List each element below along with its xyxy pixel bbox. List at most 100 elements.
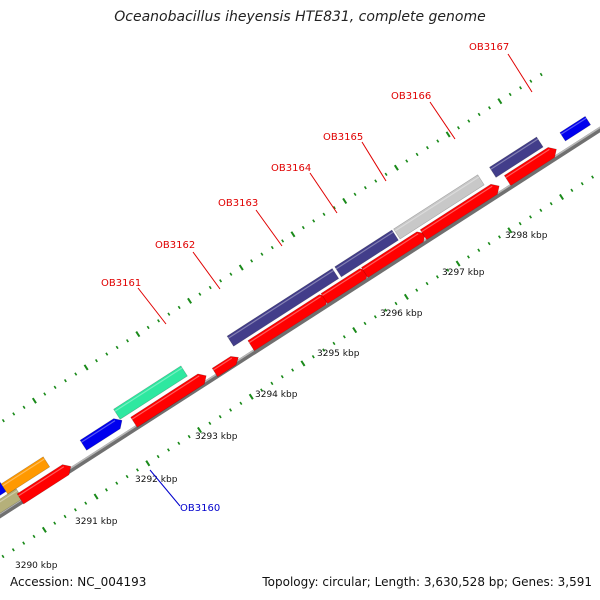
genome-backbone: [0, 126, 600, 519]
tick-mark: [94, 359, 98, 363]
feature-highlight: [18, 466, 65, 497]
tick-mark: [12, 412, 16, 416]
tick-mark: [405, 159, 409, 163]
tick-mark: [32, 534, 36, 539]
tick-mark: [250, 259, 254, 263]
gene-label-ob3161[interactable]: OB3161: [101, 278, 141, 289]
tick-mark: [559, 193, 565, 201]
feature-highlight: [131, 375, 200, 420]
gene-label-ob3163[interactable]: OB3163: [218, 198, 258, 209]
tick-mark: [518, 221, 522, 226]
tick-mark: [332, 341, 336, 346]
feature-arrow: [360, 231, 426, 279]
feature-arrow: [16, 464, 72, 505]
tick-mark: [332, 205, 336, 210]
tick-mark: [93, 493, 99, 500]
tick-mark: [126, 339, 129, 343]
kbp-label: 3293 kbp: [195, 432, 238, 442]
label-leader-lines: [137, 53, 533, 507]
gene-label-ob3167[interactable]: OB3167: [469, 42, 509, 53]
tick-mark: [115, 481, 119, 485]
tick-mark: [104, 488, 108, 492]
tick-mark: [187, 297, 193, 304]
feature-bar: [489, 136, 544, 178]
tick-mark: [342, 335, 346, 339]
kbp-ticks: [1, 175, 595, 559]
feature-highlight: [490, 138, 539, 170]
tick-mark: [425, 281, 429, 286]
tick-mark: [11, 548, 15, 552]
tick-mark: [73, 508, 77, 512]
tick-mark: [436, 139, 440, 143]
gene-label-ob3166[interactable]: OB3166: [391, 91, 431, 102]
tick-mark: [393, 164, 399, 171]
tick-mark: [374, 179, 378, 183]
tick-mark: [477, 112, 481, 117]
leader-line-ob3161: [137, 287, 167, 325]
feature-bar: [334, 229, 399, 278]
tick-mark: [146, 325, 150, 330]
leader-line-ob3162: [192, 251, 221, 290]
tick-mark: [198, 292, 202, 296]
kbp-label: 3298 kbp: [505, 231, 548, 241]
feature-bar: [0, 481, 7, 496]
feature-bar: [559, 115, 592, 142]
tick-mark: [74, 372, 78, 376]
tick-mark: [455, 260, 461, 267]
tick-mark: [488, 106, 491, 110]
feature-bar: [113, 365, 188, 420]
tick-mark: [445, 131, 451, 138]
tick-mark: [31, 397, 37, 404]
tick-mark: [63, 514, 67, 519]
tick-mark: [238, 264, 244, 271]
feature-highlight: [394, 176, 480, 232]
tick-mark: [539, 208, 543, 213]
feature-highlight: [114, 367, 183, 412]
gene-label-ob3162[interactable]: OB3162: [155, 240, 195, 251]
tick-mark: [363, 321, 367, 326]
tick-mark: [43, 392, 47, 396]
gene-label-ob3160[interactable]: OB3160: [180, 503, 220, 514]
tick-mark: [384, 172, 388, 177]
tick-mark: [415, 152, 419, 157]
kbp-label: 3294 kbp: [255, 390, 298, 400]
tick-mark: [311, 355, 315, 359]
leader-line-ob3166: [429, 101, 456, 140]
feature-highlight: [228, 269, 334, 339]
tick-mark: [63, 379, 67, 383]
tick-mark: [125, 474, 129, 479]
tick-mark: [300, 360, 306, 367]
kbp-label: 3296 kbp: [380, 309, 423, 319]
feature-highlight: [321, 270, 362, 297]
tick-mark: [229, 272, 233, 276]
tick-mark: [384, 308, 388, 312]
feature-highlight: [0, 490, 18, 503]
tick-mark: [508, 92, 512, 97]
tick-mark: [135, 331, 141, 338]
tick-mark: [229, 408, 233, 412]
tick-mark: [41, 526, 47, 533]
tick-mark: [477, 248, 481, 252]
feature-arrow: [79, 418, 123, 451]
gene-label-ob3164[interactable]: OB3164: [271, 163, 311, 174]
tick-mark: [322, 212, 326, 216]
tick-mark: [322, 348, 326, 352]
tick-mark: [446, 268, 450, 272]
feature-highlight: [362, 233, 419, 271]
tick-mark: [580, 181, 584, 186]
outer-ticks: [1, 72, 543, 423]
tick-mark: [145, 460, 151, 467]
tick-mark: [301, 225, 305, 230]
tick-mark: [177, 441, 181, 445]
tick-mark: [157, 319, 161, 323]
tick-mark: [218, 414, 222, 419]
feature-arrow: [130, 373, 207, 428]
feature-highlight: [421, 185, 493, 233]
kbp-label: 3292 kbp: [135, 475, 178, 485]
tick-mark: [342, 197, 348, 205]
tick-mark: [260, 388, 264, 392]
tick-mark: [270, 381, 274, 386]
tick-mark: [187, 434, 191, 439]
gene-label-ob3165[interactable]: OB3165: [323, 132, 363, 143]
feature-highlight: [248, 296, 321, 344]
